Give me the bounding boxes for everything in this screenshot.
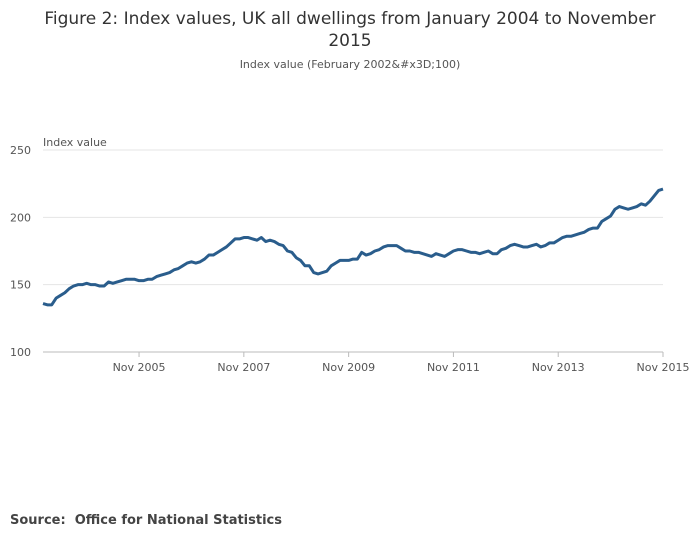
x-tick-label: Nov 2011 <box>427 361 480 374</box>
x-tick-label: Nov 2013 <box>532 361 585 374</box>
y-axis-label: Index value <box>43 136 107 149</box>
y-tick-label: 150 <box>10 279 31 292</box>
chart-title: Figure 2: Index values, UK all dwellings… <box>44 9 656 51</box>
x-tick-label: Nov 2005 <box>113 361 166 374</box>
x-tick-label: Nov 2007 <box>217 361 270 374</box>
y-tick-label: 200 <box>10 211 31 224</box>
chart-subtitle: Index value (February 2002&#x3D;100) <box>239 58 461 71</box>
y-tick-label: 100 <box>10 346 31 359</box>
chart: Index value 100 150 200 250 Nov 2005 Nov 2007… <box>10 136 690 374</box>
x-tick-label: Nov 2015 <box>637 361 690 374</box>
data-line <box>42 187 664 307</box>
x-tick-label: Nov 2009 <box>322 361 375 374</box>
y-tick-label: 250 <box>10 144 31 157</box>
source: Source: Office for National Statistics <box>10 513 282 528</box>
